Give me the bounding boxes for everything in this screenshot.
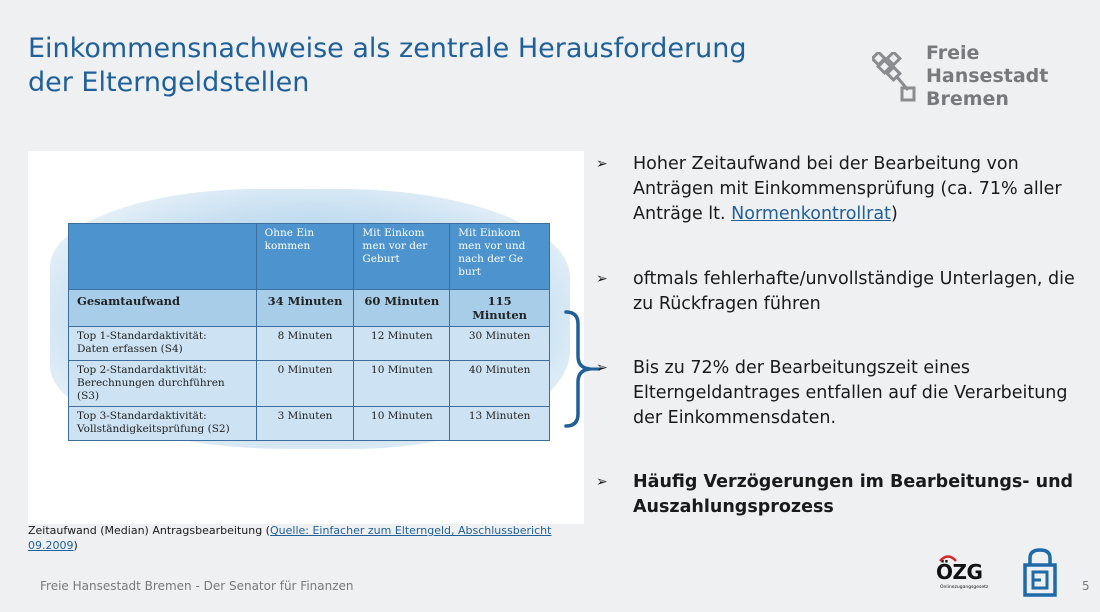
right-curly-brace	[564, 310, 600, 428]
row-value: 13 Minuten	[449, 406, 550, 441]
ozg-arc-icon	[939, 555, 957, 562]
total-value-3: 115 Minuten	[449, 289, 550, 327]
row-value: 12 Minuten	[353, 326, 451, 361]
row-value: 40 Minuten	[449, 360, 550, 407]
row-value: 10 Minuten	[353, 360, 451, 407]
ozg-logo: ÖZG Onlinezugangsgesetz	[936, 555, 996, 594]
bullet-item: ➢ Bis zu 72% der Bearbeitungszeit eines …	[596, 356, 1076, 431]
ozg-subtitle: Onlinezugangsgesetz	[940, 585, 989, 590]
arrow-bullet-icon: ➢	[596, 474, 608, 490]
table-header-col-2: Mit Einkom men vor der Geburt	[353, 223, 451, 290]
caption-suffix: )	[73, 539, 78, 552]
title-line-1: Einkommensnachweise als zentrale Herausf…	[28, 33, 747, 64]
bullet-item: ➢ oftmals fehlerhafte/unvollständige Unt…	[596, 267, 1076, 317]
row-label: Top 2-Standardaktivität: Berechnungen du…	[68, 360, 257, 407]
row-value: 8 Minuten	[255, 326, 355, 361]
bullet-text: Hoher Zeitaufwand bei der Bearbeitung vo…	[633, 154, 1062, 224]
arrow-bullet-icon: ➢	[596, 156, 608, 172]
table-figure: Ohne Ein kommen Mit Einkom men vor der G…	[28, 151, 584, 524]
row-label: Top 1-Standardaktivität: Daten erfassen …	[68, 326, 257, 361]
bremen-key-icon	[872, 52, 916, 102]
page-title: Einkommensnachweise als zentrale Herausf…	[28, 32, 788, 100]
page-number: 5	[1082, 579, 1090, 593]
time-effort-table: Ohne Ein kommen Mit Einkom men vor der G…	[68, 223, 550, 441]
logo-wordmark: Freie Hansestadt Bremen	[926, 42, 1048, 111]
total-value-2: 60 Minuten	[353, 289, 451, 327]
table-header-col-1: Ohne Ein kommen	[255, 223, 355, 290]
total-value-1: 34 Minuten	[255, 289, 355, 327]
arrow-bullet-icon: ➢	[596, 360, 608, 376]
table-header-empty	[68, 223, 257, 290]
title-line-2: der Elterngeldstellen	[28, 67, 310, 98]
logo-line-2: Hansestadt	[926, 65, 1049, 87]
lock-logo-icon	[1023, 548, 1057, 597]
source-link[interactable]: Quelle: Einfacher zum Elterngeld, Abschl…	[28, 524, 552, 552]
bullet-text: oftmals fehlerhafte/unvollständige Unter…	[633, 269, 1075, 314]
logo-line-3: Bremen	[926, 88, 1009, 110]
bullet-item: ➢ Hoher Zeitaufwand bei der Bearbeitung …	[596, 152, 1076, 227]
table-row: Top 1-Standardaktivität: Daten erfassen …	[68, 326, 550, 361]
bullet-text: Bis zu 72% der Bearbeitungszeit eines El…	[633, 358, 1068, 428]
footer-text: Freie Hansestadt Bremen - Der Senator fü…	[40, 579, 354, 593]
row-value: 3 Minuten	[255, 406, 355, 441]
row-value: 0 Minuten	[255, 360, 355, 407]
bullet-text: Häufig Verzögerungen im Bearbeitungs- un…	[633, 472, 1074, 517]
bullet-text-end: )	[890, 204, 898, 224]
table-row: Top 2-Standardaktivität: Berechnungen du…	[68, 360, 550, 407]
total-label: Gesamtaufwand	[68, 289, 257, 327]
bullet-item: ➢ Häufig Verzögerungen im Bearbeitungs- …	[596, 470, 1076, 520]
table-row-total: Gesamtaufwand 34 Minuten 60 Minuten 115 …	[68, 289, 550, 327]
row-value: 10 Minuten	[353, 406, 451, 441]
normenkontrollrat-link[interactable]: Normenkontrollrat	[731, 204, 891, 224]
table-header-col-3: Mit Einkom men vor und nach der Ge burt	[449, 223, 550, 290]
figure-caption: Zeitaufwand (Median) Antragsbearbeitung …	[28, 523, 588, 553]
row-value: 30 Minuten	[449, 326, 550, 361]
row-label: Top 3-Standardaktivität: Vollständigkeit…	[68, 406, 257, 441]
arrow-bullet-icon: ➢	[596, 271, 608, 287]
bremen-logo: Freie Hansestadt Bremen	[872, 42, 1072, 112]
table-row: Top 3-Standardaktivität: Vollständigkeit…	[68, 406, 550, 441]
caption-prefix: Zeitaufwand (Median) Antragsbearbeitung …	[28, 524, 270, 537]
logo-line-1: Freie	[926, 42, 980, 64]
ozg-wordmark: ÖZG	[936, 560, 983, 584]
